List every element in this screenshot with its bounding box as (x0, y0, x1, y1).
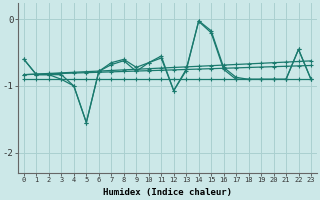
X-axis label: Humidex (Indice chaleur): Humidex (Indice chaleur) (103, 188, 232, 197)
